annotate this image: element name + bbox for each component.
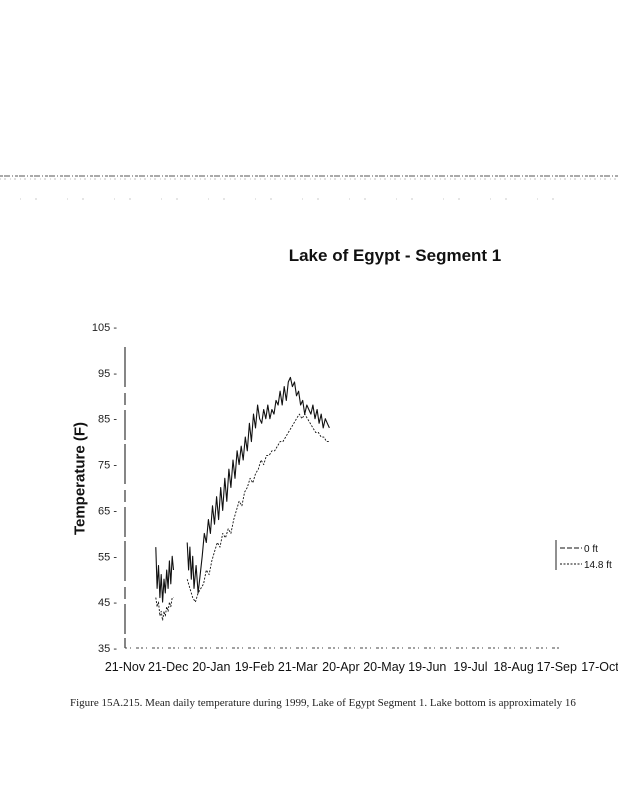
x-tick-label: 19-Jul (453, 660, 487, 674)
y-tick-label: 95 - (98, 368, 117, 380)
x-tick-label: 20-Jan (192, 660, 230, 674)
x-tick-label: 17-Oct (581, 660, 618, 674)
y-tick-label: 55 - (98, 551, 117, 563)
x-tick-label: 21-Mar (278, 660, 318, 674)
x-tick-label: 20-May (363, 660, 405, 674)
series-line-0-ft (186, 376, 330, 594)
series-line-0-ft (155, 547, 175, 603)
legend-label: 14.8 ft (584, 560, 612, 571)
y-tick-label: 105 - (92, 322, 117, 334)
legend: 0 ft 14.8 ft (555, 540, 612, 571)
chart-title: Lake of Egypt - Segment 1 (288, 246, 502, 265)
series-layer (155, 376, 330, 621)
series-line-14-8-ft (186, 413, 330, 603)
y-tick-label: 45 - (98, 597, 117, 609)
y-tick-label: 85 - (98, 414, 117, 426)
x-tick-label: 18-Aug (493, 660, 533, 674)
y-axis-ticks: 35 - 45 - 55 - 65 - 75 - 85 - 95 - 105 - (92, 322, 117, 655)
x-axis-ticks: 21-Nov 21-Dec 20-Jan 19-Feb 21-Mar 20-Apr 20-M… (105, 660, 618, 674)
x-tick-label: 19-Jun (408, 660, 446, 674)
series-line-14-8-ft (155, 597, 174, 621)
figure-caption: Figure 15A.215. Mean daily temperature d… (70, 697, 576, 709)
x-tick-label: 20-Apr (322, 660, 360, 674)
x-tick-label: 17-Sep (537, 660, 577, 674)
x-tick-label: 21-Nov (105, 660, 146, 674)
x-tick-label: 21-Dec (148, 660, 188, 674)
scan-artifact (0, 175, 618, 200)
axes (124, 347, 560, 649)
y-tick-label: 75 - (98, 460, 117, 472)
y-tick-label: 65 - (98, 505, 117, 517)
y-tick-label: 35 - (98, 643, 117, 655)
legend-label: 0 ft (584, 544, 598, 555)
x-tick-label: 19-Feb (235, 660, 275, 674)
y-axis-label: Temperature (F) (71, 421, 89, 536)
